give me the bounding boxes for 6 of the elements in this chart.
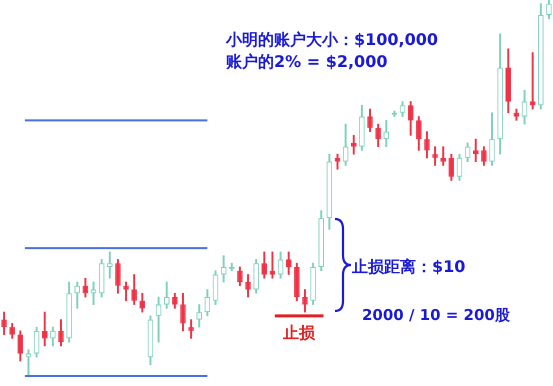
annotation: 小明的账户大小：$100,000 xyxy=(226,30,438,51)
annotation: 止损距离：$10 xyxy=(352,257,466,278)
annotation: 账户的2% = $2,000 xyxy=(226,52,388,73)
annotation: 2000 / 10 = 200股 xyxy=(362,306,510,325)
ref-line-label: 止损 xyxy=(282,322,316,342)
candlestick xyxy=(530,52,536,110)
